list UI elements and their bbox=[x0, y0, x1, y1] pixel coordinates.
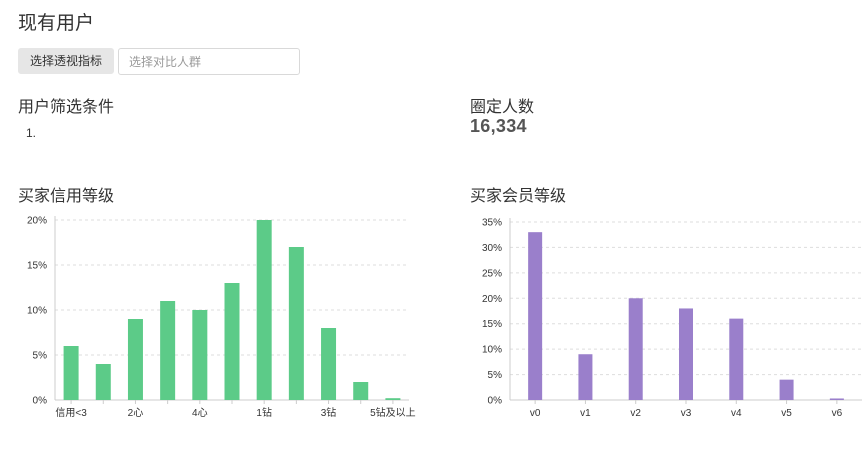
x-tick-label: v6 bbox=[832, 408, 843, 419]
y-tick-label: 30% bbox=[482, 243, 502, 254]
x-tick-label: v0 bbox=[530, 408, 541, 419]
y-tick-label: 5% bbox=[33, 351, 48, 362]
y-tick-label: 0% bbox=[33, 396, 48, 407]
bar[interactable] bbox=[779, 379, 794, 400]
bar[interactable] bbox=[829, 398, 844, 400]
bar[interactable] bbox=[628, 298, 643, 400]
selected-count-value: 16,334 bbox=[470, 116, 527, 136]
bar[interactable] bbox=[353, 382, 369, 400]
bar[interactable] bbox=[321, 328, 337, 400]
page-title: 现有用户 bbox=[18, 13, 95, 34]
bar[interactable] bbox=[729, 318, 744, 400]
y-tick-label: 10% bbox=[482, 345, 502, 356]
x-tick-label: 3钻 bbox=[321, 406, 337, 419]
bar[interactable] bbox=[192, 310, 208, 400]
bar[interactable] bbox=[256, 220, 272, 400]
y-tick-label: 20% bbox=[27, 216, 47, 227]
y-tick-label: 35% bbox=[482, 218, 502, 229]
x-tick-label: v4 bbox=[731, 408, 742, 419]
bar[interactable] bbox=[288, 247, 304, 400]
member-level-chart-title: 买家会员等级 bbox=[470, 188, 567, 205]
bar[interactable] bbox=[127, 319, 143, 400]
filter-condition-item: 1. bbox=[26, 126, 37, 140]
member-level-bar-chart: 0% 5% 10% 15% 20% 25% 30% 35% v0 v1 v2 v3 v4 v5 v6 bbox=[482, 218, 862, 419]
x-tick-label: v2 bbox=[630, 408, 641, 419]
y-tick-label: 20% bbox=[482, 294, 502, 305]
bar[interactable] bbox=[528, 232, 543, 400]
bar[interactable] bbox=[385, 398, 401, 400]
x-tick-label: 1钻 bbox=[256, 406, 272, 419]
y-tick-label: 0% bbox=[488, 396, 503, 407]
filter-conditions-title: 用户筛选条件 bbox=[18, 99, 115, 116]
x-tick-label: 信用<3 bbox=[55, 407, 87, 419]
bar[interactable] bbox=[63, 346, 79, 400]
x-tick-label: v1 bbox=[580, 408, 591, 419]
y-tick-label: 10% bbox=[27, 306, 47, 317]
selected-count-title: 圈定人数 bbox=[470, 99, 535, 116]
x-tick-label: v5 bbox=[781, 408, 792, 419]
credit-level-chart-title: 买家信用等级 bbox=[18, 188, 115, 205]
x-tick-label: v3 bbox=[681, 408, 692, 419]
compare-group-input[interactable] bbox=[118, 48, 300, 75]
bar[interactable] bbox=[679, 308, 693, 400]
y-tick-label: 25% bbox=[482, 268, 502, 279]
credit-level-bar-chart: 0% 5% 10% 15% 20% 信用<3 2心 4心 1钻 3钻 5钻及以上 bbox=[27, 216, 416, 420]
y-tick-label: 15% bbox=[482, 319, 502, 330]
bar[interactable] bbox=[95, 364, 111, 400]
y-tick-label: 15% bbox=[27, 261, 47, 272]
select-pivot-metric-button[interactable]: 选择透视指标 bbox=[18, 48, 114, 74]
x-tick-label: 2心 bbox=[128, 407, 144, 419]
bar[interactable] bbox=[160, 301, 176, 400]
x-tick-label: 5钻及以上 bbox=[370, 406, 416, 419]
bar[interactable] bbox=[224, 283, 240, 400]
bar[interactable] bbox=[578, 354, 593, 400]
x-tick-label: 4心 bbox=[192, 407, 208, 419]
y-tick-label: 5% bbox=[488, 370, 503, 381]
